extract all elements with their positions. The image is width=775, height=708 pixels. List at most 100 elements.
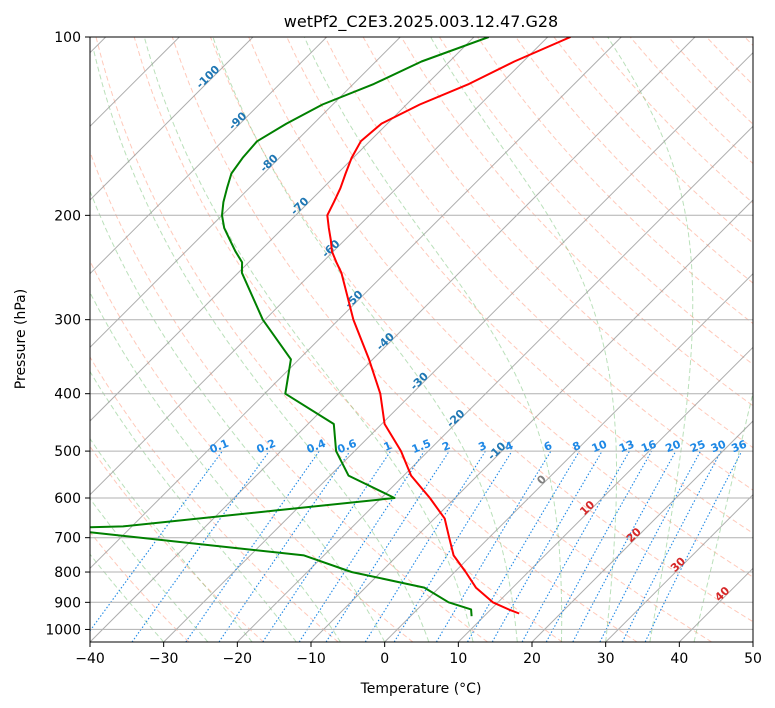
y-tick-label: 700 bbox=[54, 531, 81, 547]
pressure-gridlines bbox=[90, 37, 753, 630]
x-axis-label: Temperature (°C) bbox=[360, 681, 482, 697]
profile-series bbox=[90, 37, 571, 617]
moist-adiabat-line bbox=[90, 437, 253, 642]
isotherm-line bbox=[236, 125, 753, 642]
x-tick-label: −10 bbox=[296, 651, 326, 667]
x-tick-label: 20 bbox=[523, 651, 541, 667]
dry-adiabat-line bbox=[324, 37, 753, 491]
isotherm-line bbox=[90, 37, 549, 496]
dry-adiabat-line bbox=[90, 356, 339, 642]
isotherm-line bbox=[90, 37, 475, 422]
isotherm-line bbox=[163, 51, 753, 642]
mixing-ratio-label: 10 bbox=[590, 437, 609, 455]
isotherm-line bbox=[90, 37, 401, 349]
y-axis-ticks: 100 200 300 400 500 600 700 800 900 1000 bbox=[45, 30, 90, 638]
moist-adiabat-line bbox=[212, 37, 518, 642]
x-tick-label: −30 bbox=[149, 651, 179, 667]
mixing-ratio-line bbox=[262, 450, 392, 642]
isotherm-line bbox=[531, 420, 753, 642]
mixing-ratio-label: 25 bbox=[688, 438, 707, 456]
dry-adiabat-line bbox=[90, 150, 488, 642]
y-tick-label: 400 bbox=[54, 387, 81, 403]
mixing-ratio-line bbox=[218, 450, 351, 642]
y-tick-label: 300 bbox=[54, 313, 81, 329]
isotherm-line bbox=[90, 37, 254, 201]
x-tick-label: 10 bbox=[449, 651, 467, 667]
mixing-ratio-line bbox=[325, 450, 450, 642]
y-axis-label: Pressure (hPa) bbox=[13, 289, 29, 389]
y-tick-label: 1000 bbox=[45, 622, 81, 638]
dry-adiabat-line bbox=[210, 37, 753, 623]
dry-adiabat-line bbox=[90, 445, 264, 642]
x-tick-label: 40 bbox=[670, 651, 688, 667]
isotherm-line bbox=[605, 493, 753, 642]
isotherm-line bbox=[90, 37, 696, 642]
isotherm-line bbox=[384, 272, 753, 642]
dry-adiabat-line bbox=[248, 37, 753, 578]
moist-adiabat-line bbox=[143, 37, 474, 642]
y-tick-label: 600 bbox=[54, 491, 81, 507]
mixing-ratio-line bbox=[521, 450, 630, 642]
mixing-ratio-label: 36 bbox=[730, 437, 749, 455]
dry-adiabat-line bbox=[95, 37, 563, 642]
mixing-ratio-label: 1 bbox=[382, 439, 394, 454]
mixing-ratio-line bbox=[545, 450, 653, 642]
mixing-ratio-label: 16 bbox=[639, 437, 658, 455]
mixing-ratio-line bbox=[90, 450, 223, 632]
y-tick-label: 500 bbox=[54, 444, 81, 460]
y-tick-label: 900 bbox=[54, 595, 81, 611]
mixing-ratio-line bbox=[393, 450, 513, 642]
chart-title: wetPf2_C2E3.2025.003.12.47.G28 bbox=[284, 12, 558, 32]
x-axis-ticks: −40 −30 −20 −10 0 10 20 30 40 50 bbox=[75, 642, 762, 667]
isotherm-line bbox=[90, 37, 622, 570]
y-tick-label: 100 bbox=[54, 30, 81, 46]
plot-frame bbox=[89, 36, 754, 643]
dry-adiabat-line bbox=[133, 37, 638, 642]
dry-adiabat-line bbox=[515, 37, 753, 284]
x-tick-label: 50 bbox=[744, 651, 762, 667]
x-tick-label: −40 bbox=[75, 651, 105, 667]
plot-area: -100-90-80-70-60-50-40-30-20-10010203040… bbox=[90, 37, 753, 642]
isotherm-line bbox=[457, 346, 753, 642]
mixing-ratio-label: 30 bbox=[709, 437, 728, 455]
mixing-ratio-label: 3 bbox=[477, 439, 489, 454]
moist-adiabat-line bbox=[90, 189, 386, 642]
moist-adiabat-line bbox=[90, 497, 209, 642]
mixing-ratio-label: 8 bbox=[571, 439, 583, 454]
mixing-ratio-line bbox=[298, 450, 425, 642]
mixing-ratio-line bbox=[599, 450, 701, 642]
dewpoint-line bbox=[90, 37, 490, 617]
x-tick-label: −20 bbox=[223, 651, 253, 667]
x-tick-label: 0 bbox=[380, 651, 389, 667]
moist-adiabat-line bbox=[303, 37, 563, 642]
moist-adiabat-line bbox=[607, 37, 694, 642]
dry-adiabat-line bbox=[438, 37, 753, 366]
moist-adiabats bbox=[90, 37, 753, 642]
dry-adiabat-line bbox=[171, 37, 712, 642]
mixing-ratio-label: 13 bbox=[617, 438, 636, 456]
mixing-ratio-lines bbox=[90, 450, 743, 642]
isotherm-line bbox=[90, 37, 328, 275]
mixing-ratio-line bbox=[185, 450, 320, 642]
moist-adiabat-line bbox=[93, 49, 430, 642]
y-tick-label: 200 bbox=[54, 208, 81, 224]
moist-adiabat-line bbox=[90, 553, 165, 642]
mixing-ratio-line bbox=[621, 450, 722, 642]
moist-adiabat-line bbox=[430, 37, 617, 642]
mixing-ratio-line bbox=[131, 450, 270, 642]
x-tick-label: 30 bbox=[597, 651, 615, 667]
mixing-ratio-label: 20 bbox=[664, 437, 683, 455]
mixing-ratio-line bbox=[364, 450, 486, 642]
isotherm-line bbox=[310, 199, 753, 642]
dry-adiabat-line bbox=[90, 531, 190, 642]
temperature-line bbox=[326, 37, 571, 615]
isotherms bbox=[90, 37, 753, 642]
mixing-ratio-line bbox=[435, 450, 552, 642]
mixing-ratio-line bbox=[644, 450, 743, 642]
mixing-ratio-line bbox=[572, 450, 677, 642]
dry-adiabat-line bbox=[400, 37, 753, 407]
moist-adiabat-line bbox=[693, 390, 753, 642]
y-tick-label: 800 bbox=[54, 565, 81, 581]
